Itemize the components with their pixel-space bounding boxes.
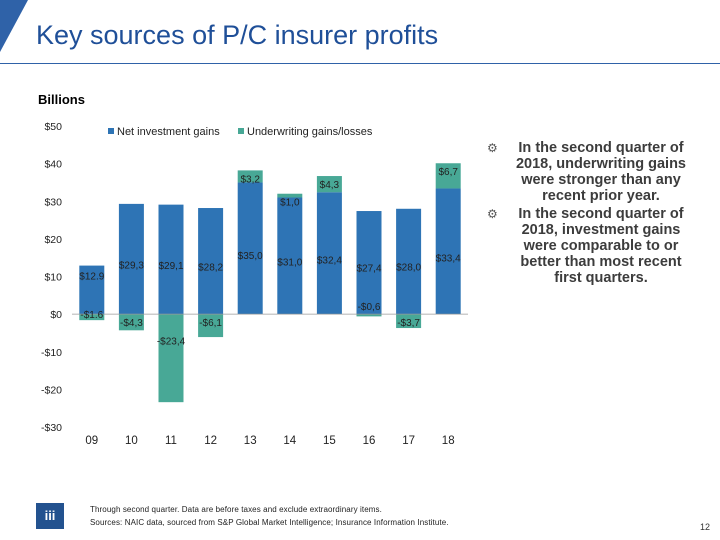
y-tick-label: -$10 [41, 347, 62, 359]
corner-accent [0, 0, 28, 52]
x-tick-label: 16 [363, 435, 376, 447]
legend-swatch-underwriting [238, 128, 244, 134]
bar-underwriting [396, 314, 422, 329]
x-tick-label: 14 [283, 435, 296, 447]
data-label-underwriting: $4,3 [320, 180, 340, 191]
data-label-underwriting: -$1.6 [80, 310, 103, 321]
data-label-investment: $27,4 [356, 264, 381, 275]
bar-investment [277, 197, 303, 315]
bar-underwriting [237, 170, 263, 183]
bar-investment [198, 208, 224, 315]
legend-label-investment: Net investment gains [117, 126, 220, 138]
iii-logo: iii [36, 503, 64, 529]
y-tick-label: $30 [44, 196, 62, 208]
x-tick-label: 17 [402, 435, 415, 447]
x-tick-label: 11 [165, 435, 177, 447]
data-label-investment: $33,4 [436, 254, 461, 265]
data-label-underwriting: $3,2 [240, 174, 260, 185]
bullet-text: In the second quarter of 2018, investmen… [518, 206, 684, 286]
y-tick-label: -$30 [41, 422, 62, 434]
legend-swatch-investment [108, 128, 114, 134]
data-label-investment: $28,0 [396, 263, 421, 274]
data-label-investment: $12.9 [79, 272, 104, 283]
bar-underwriting [356, 314, 382, 317]
bullet-text: In the second quarter of 2018, underwrit… [515, 140, 686, 204]
bar-underwriting [79, 314, 105, 321]
data-label-underwriting: -$0,6 [358, 302, 381, 313]
bar-investment [435, 188, 461, 315]
y-tick-label: -$20 [41, 384, 62, 396]
x-tick-label: 15 [323, 435, 336, 447]
y-tick-label: $10 [44, 272, 62, 284]
x-tick-label: 18 [442, 435, 455, 447]
footnote: Through second quarter. Data are before … [90, 503, 449, 529]
data-label-investment: $29,1 [158, 261, 183, 272]
footnote-line: Through second quarter. Data are before … [90, 505, 382, 514]
data-label-investment: $35,0 [238, 251, 263, 262]
bullet-gear-icon: ⚙ [487, 141, 498, 155]
bar-investment [316, 192, 342, 315]
x-tick-label: 12 [204, 435, 217, 447]
data-label-investment: $28,2 [198, 262, 223, 273]
data-label-underwriting: -$3,7 [397, 318, 420, 329]
bullet-list: ⚙ In the second quarter of 2018, underwr… [487, 140, 697, 288]
footnote-line: Sources: NAIC data, sourced from S&P Glo… [90, 518, 449, 527]
bar-underwriting [316, 176, 342, 193]
bar-underwriting [158, 314, 184, 403]
data-label-underwriting: $1,0 [280, 198, 300, 209]
legend-label-underwriting: Underwriting gains/losses [247, 126, 373, 138]
title-divider [0, 63, 720, 64]
y-tick-label: $40 [44, 159, 62, 171]
bar-investment [396, 208, 422, 315]
bullet-item: ⚙ In the second quarter of 2018, investm… [487, 206, 697, 286]
y-tick-label: $50 [44, 121, 62, 133]
x-tick-label: 13 [244, 435, 257, 447]
units-label: Billions [38, 92, 85, 107]
data-label-investment: $32,4 [317, 255, 342, 266]
bar-investment [79, 265, 105, 315]
page-number: 12 [700, 522, 711, 532]
x-tick-label: 09 [85, 435, 98, 447]
page-title: Key sources of P/C insurer profits [36, 20, 439, 50]
data-label-investment: $29,3 [119, 261, 144, 272]
bar-investment [356, 211, 382, 315]
bar-investment [118, 203, 144, 315]
y-tick-label: $20 [44, 234, 62, 246]
data-label-investment: $31,0 [277, 258, 302, 269]
profits-chart: $50 $40 $30 $20 $10 $0 -$10 -$20 -$30 $12.9 $29,3 $… [41, 121, 468, 447]
y-tick-label: $0 [50, 309, 62, 321]
bar-investment [158, 204, 184, 315]
bullet-item: ⚙ In the second quarter of 2018, underwr… [487, 140, 697, 204]
data-label-underwriting: -$23,4 [157, 337, 186, 348]
data-label-underwriting: -$4,3 [120, 318, 143, 329]
bar-underwriting [277, 193, 303, 198]
bullet-gear-icon: ⚙ [487, 207, 498, 221]
bar-underwriting [435, 163, 461, 189]
bar-underwriting [118, 314, 144, 331]
data-label-underwriting: -$6,1 [199, 318, 222, 329]
x-tick-label: 10 [125, 435, 138, 447]
bar-underwriting [198, 314, 224, 338]
bar-investment [237, 182, 263, 315]
data-label-underwriting: $6,7 [438, 167, 458, 178]
